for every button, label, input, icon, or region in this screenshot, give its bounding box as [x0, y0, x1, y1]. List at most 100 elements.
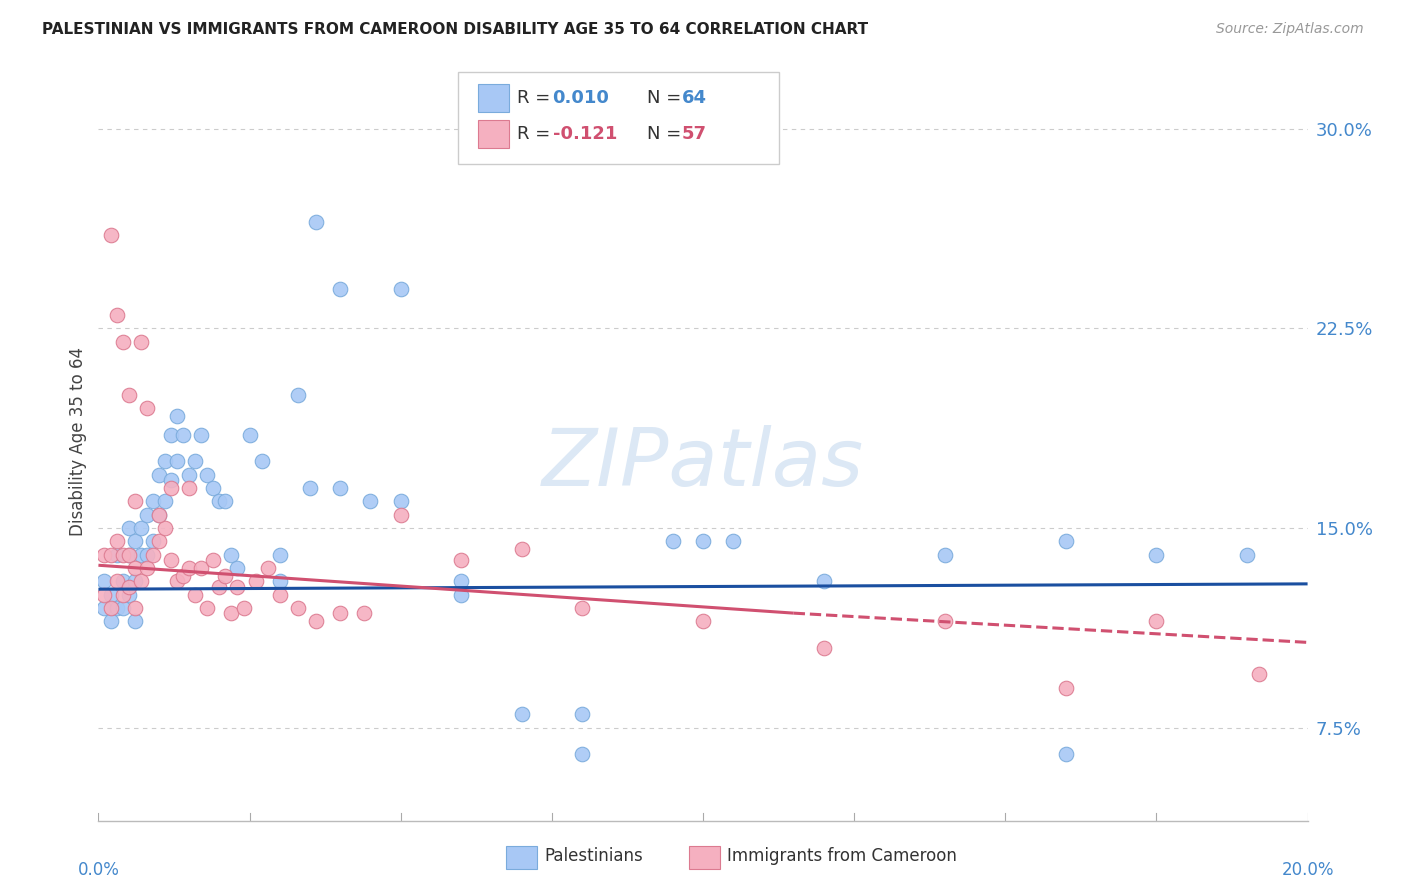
Point: [226, 561, 249, 575]
Point: [166, 454, 188, 468]
Point: [450, 553, 472, 567]
Point: [1054, 747, 1077, 761]
Point: [166, 574, 188, 589]
Point: [100, 548, 122, 562]
Point: [111, 600, 134, 615]
Point: [329, 282, 352, 296]
Point: [450, 587, 472, 601]
Point: [124, 600, 146, 615]
Point: [172, 428, 194, 442]
Point: [118, 587, 141, 601]
Point: [287, 388, 309, 402]
Point: [153, 454, 176, 468]
Point: [239, 428, 262, 442]
Point: [269, 548, 291, 562]
Point: [105, 548, 128, 562]
Point: [221, 606, 243, 620]
Point: [124, 614, 146, 628]
Point: [299, 481, 322, 495]
Text: ZIPatlas: ZIPatlas: [541, 425, 865, 503]
Point: [195, 467, 218, 482]
Point: [124, 534, 146, 549]
Point: [934, 614, 956, 628]
Point: [389, 282, 412, 296]
Point: [100, 587, 122, 601]
Point: [124, 561, 146, 575]
Point: [208, 580, 231, 594]
Point: [245, 574, 267, 589]
Point: [93, 587, 115, 601]
Point: [135, 401, 157, 416]
Point: [1144, 614, 1167, 628]
Point: [166, 409, 188, 424]
Point: [142, 548, 165, 562]
Point: [256, 561, 278, 575]
Point: [1249, 667, 1271, 681]
Point: [153, 494, 176, 508]
Point: [214, 569, 236, 583]
Text: Immigrants from Cameroon: Immigrants from Cameroon: [727, 847, 956, 865]
Point: [571, 747, 593, 761]
Point: [100, 600, 122, 615]
Point: [148, 508, 170, 522]
Text: Source: ZipAtlas.com: Source: ZipAtlas.com: [1216, 22, 1364, 37]
Point: [142, 494, 165, 508]
Point: [105, 574, 128, 589]
Point: [305, 215, 328, 229]
Point: [179, 481, 201, 495]
Point: [93, 548, 115, 562]
Point: [232, 600, 254, 615]
Point: [105, 600, 128, 615]
Point: [179, 561, 201, 575]
Point: [214, 494, 236, 508]
Point: [723, 534, 745, 549]
Point: [269, 587, 291, 601]
Point: [450, 574, 472, 589]
Point: [93, 574, 115, 589]
Point: [813, 574, 835, 589]
Point: [148, 508, 170, 522]
Point: [118, 548, 141, 562]
Text: R =: R =: [517, 89, 557, 107]
Text: N =: N =: [647, 125, 686, 143]
Point: [329, 481, 352, 495]
Point: [118, 388, 141, 402]
Point: [124, 494, 146, 508]
Point: [105, 534, 128, 549]
Point: [160, 481, 183, 495]
Text: PALESTINIAN VS IMMIGRANTS FROM CAMEROON DISABILITY AGE 35 TO 64 CORRELATION CHAR: PALESTINIAN VS IMMIGRANTS FROM CAMEROON …: [42, 22, 869, 37]
Text: 20.0%: 20.0%: [1281, 861, 1334, 879]
Point: [129, 574, 152, 589]
Point: [100, 614, 122, 628]
Point: [135, 508, 157, 522]
Point: [360, 494, 382, 508]
Point: [111, 334, 134, 349]
Point: [129, 548, 152, 562]
Point: [661, 534, 683, 549]
Point: [226, 580, 249, 594]
Point: [190, 561, 212, 575]
Text: N =: N =: [647, 89, 686, 107]
Point: [692, 614, 714, 628]
Point: [118, 548, 141, 562]
Point: [510, 542, 533, 557]
Point: [202, 481, 225, 495]
Point: [124, 574, 146, 589]
Point: [111, 548, 134, 562]
Point: [389, 494, 412, 508]
Point: [118, 521, 141, 535]
Point: [510, 707, 533, 722]
Point: [571, 600, 593, 615]
Point: [160, 428, 183, 442]
Text: -0.121: -0.121: [553, 125, 617, 143]
Point: [190, 428, 212, 442]
Y-axis label: Disability Age 35 to 64: Disability Age 35 to 64: [69, 347, 87, 536]
Point: [571, 707, 593, 722]
Point: [221, 548, 243, 562]
Point: [195, 600, 218, 615]
Point: [118, 580, 141, 594]
Point: [1054, 681, 1077, 695]
Point: [148, 534, 170, 549]
Point: [160, 553, 183, 567]
Point: [692, 534, 714, 549]
